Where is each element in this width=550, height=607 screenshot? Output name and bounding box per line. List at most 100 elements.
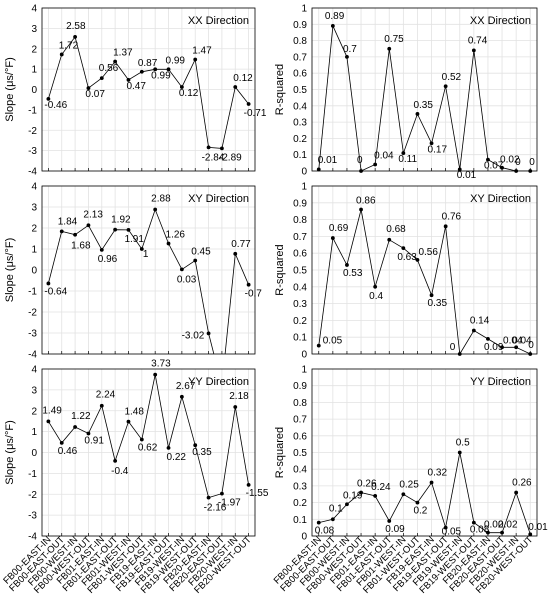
data-point: [166, 446, 171, 450]
data-point: [443, 84, 448, 89]
data-label: 0.02: [500, 155, 520, 166]
y-tick-label: 0.3: [293, 118, 307, 129]
y-tick-label: 0.1: [293, 515, 307, 526]
data-label: 0.69: [329, 223, 349, 234]
plot-frame: [41, 185, 256, 355]
data-label: 0.91: [84, 436, 104, 447]
data-label: 0: [529, 157, 535, 168]
data-point: [99, 247, 104, 252]
data-point: [514, 169, 519, 173]
data-label: 0.19: [343, 490, 363, 501]
y-tick-label: -2: [28, 126, 37, 137]
data-point: [373, 162, 378, 167]
y-tick-label: -4: [28, 167, 37, 178]
y-tick-label: 0.1: [293, 333, 307, 344]
data-point: [86, 86, 91, 90]
data-point: [401, 246, 406, 251]
data-point: [233, 405, 238, 409]
data-point: [429, 293, 434, 298]
data-label: 0.12: [233, 73, 253, 84]
data-label: 0.22: [167, 452, 187, 463]
data-label: 0.76: [442, 211, 462, 222]
data-label: 0.17: [428, 144, 448, 155]
data-label: -3.02: [182, 330, 205, 341]
chart-panel: -4 -3 -2 -1 0 1 2 3 4 -0.64 1.84 1.68 2.13 0.96 1.92 1.…: [4, 182, 262, 361]
data-point: [486, 336, 490, 341]
data-point: [99, 403, 104, 408]
plot-frame: [311, 368, 538, 537]
data-label: 0.77: [231, 239, 251, 250]
y-tick-label: 0.9: [293, 198, 307, 209]
y-tick-label: 0.6: [293, 431, 307, 442]
y-tick-label: 1: [31, 427, 37, 438]
y-tick-label: 0.7: [293, 52, 307, 63]
y-tick-label: 3: [31, 203, 37, 214]
y-tick-label: 1: [301, 365, 307, 376]
data-label: 1.92: [111, 215, 131, 226]
y-axis-label: R-squared: [274, 244, 286, 295]
y-tick-label: 0.1: [293, 150, 307, 161]
data-label: 0.52: [442, 72, 462, 83]
data-point: [345, 502, 349, 507]
data-point: [528, 532, 533, 537]
data-point: [246, 282, 251, 287]
y-tick-label: 0.9: [293, 20, 307, 31]
y-tick-label: 0.4: [293, 282, 307, 293]
data-point: [528, 352, 533, 356]
data-label: -0.46: [44, 100, 67, 111]
y-axis-label: R-squared: [274, 427, 286, 478]
data-point: [429, 141, 434, 146]
y-tick-label: 2: [31, 406, 37, 417]
data-point: [73, 232, 77, 237]
chart-title: XY Direction: [188, 193, 249, 205]
data-label: 0.08: [315, 526, 335, 537]
y-tick-label: 0: [301, 167, 307, 178]
y-tick-label: 0.6: [293, 69, 307, 80]
data-point: [471, 48, 476, 53]
data-point: [233, 85, 238, 89]
y-tick-label: 0.2: [293, 134, 307, 145]
data-point: [153, 207, 158, 212]
y-tick-label: -1: [28, 469, 37, 480]
data-point: [443, 525, 448, 530]
data-point: [415, 500, 420, 505]
data-point: [126, 227, 131, 232]
data-label: 0.68: [386, 224, 406, 235]
data-label: 1.49: [42, 405, 62, 416]
data-label: 1.37: [113, 48, 133, 59]
data-point: [153, 67, 158, 72]
data-label: 2.13: [83, 209, 103, 220]
data-label: 0: [357, 155, 363, 166]
data-label: 0.04: [512, 335, 532, 346]
data-point: [86, 431, 91, 436]
data-point: [345, 55, 349, 59]
chart-title: YY Direction: [188, 376, 249, 388]
data-label: 0.35: [428, 298, 448, 309]
series-line: [48, 208, 249, 354]
data-point: [246, 482, 251, 487]
data-point: [113, 458, 118, 463]
data-label: 2.58: [66, 21, 86, 32]
data-label: 0.2: [413, 506, 427, 517]
data-label: 0.99: [166, 55, 186, 66]
data-label: 0.12: [179, 88, 199, 99]
y-tick-label: -4: [28, 532, 37, 543]
data-label: 0.11: [398, 154, 417, 165]
y-tick-label: 0.9: [293, 381, 307, 392]
data-point: [220, 491, 224, 496]
data-point: [387, 46, 392, 51]
data-point: [528, 169, 533, 173]
data-point: [316, 520, 321, 525]
y-tick-label: 0.7: [293, 232, 307, 243]
data-point: [126, 419, 131, 424]
data-point: [193, 443, 198, 448]
chart-panel: 0 0.1 0.2 0.3 0.4 0.5 0.6 0.7 0.8 0.9 1 0.01 0.89 0.7…: [274, 4, 538, 181]
data-point: [59, 229, 64, 234]
data-label: 1.84: [58, 216, 78, 227]
data-point: [206, 145, 211, 150]
y-tick-label: 0.8: [293, 398, 307, 409]
y-tick-label: 0: [301, 350, 307, 361]
data-label: 0.7: [343, 44, 357, 55]
data-label: 0.25: [399, 479, 419, 490]
series-line: [318, 24, 531, 171]
